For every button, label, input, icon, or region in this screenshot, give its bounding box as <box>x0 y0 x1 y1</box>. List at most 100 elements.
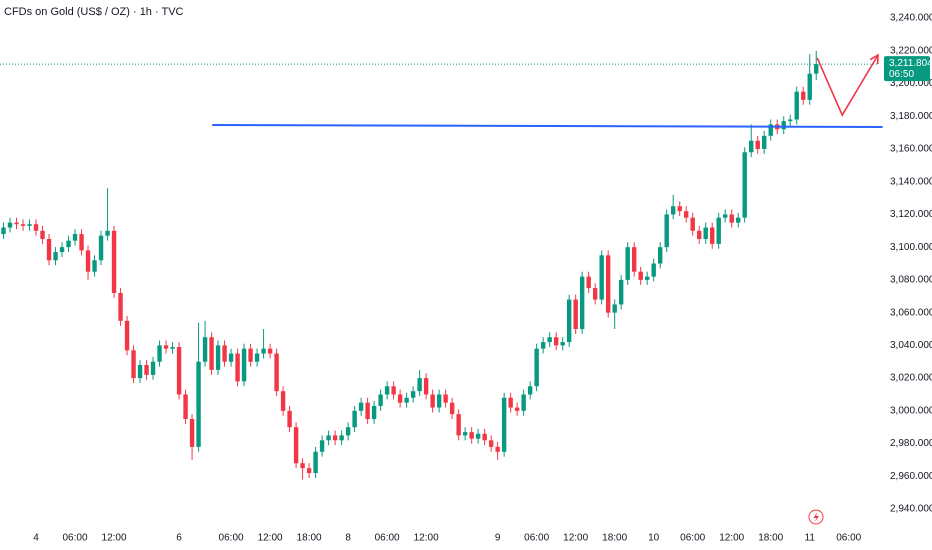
candle-body <box>566 299 572 343</box>
alert-circle[interactable] <box>808 509 824 525</box>
x-tick-label: 4 <box>33 533 39 544</box>
candle-body <box>293 427 299 464</box>
candle-body <box>475 433 481 439</box>
candle-body <box>710 227 715 244</box>
candle-body <box>371 405 377 420</box>
candle-body <box>404 397 409 403</box>
candle-body <box>638 271 643 280</box>
candle-body <box>131 350 136 379</box>
last-price-box <box>884 56 930 82</box>
candle-body <box>92 260 97 272</box>
x-tick-label: 06:00 <box>375 533 400 544</box>
candle-body <box>664 214 669 248</box>
candle-body <box>378 394 383 406</box>
candle-body <box>163 345 169 349</box>
candle-body <box>540 342 546 349</box>
x-tick-label: 18:00 <box>297 533 322 544</box>
x-tick-label: 06:00 <box>680 533 705 544</box>
candle-body <box>40 230 45 239</box>
candle-body <box>267 348 273 354</box>
alert-icon[interactable] <box>808 509 824 525</box>
candle-body <box>391 386 396 395</box>
candle-body <box>501 397 507 452</box>
candle-body <box>215 345 221 370</box>
candle-body <box>98 235 104 261</box>
candle-body <box>150 361 156 375</box>
candle-body <box>144 365 149 375</box>
candle-body <box>736 217 741 223</box>
candle-body <box>410 391 416 398</box>
candle-body <box>469 432 474 439</box>
x-tick-label: 12:00 <box>719 533 744 544</box>
candle-body <box>768 124 773 136</box>
candle-body <box>749 140 754 153</box>
candle-body <box>794 91 799 120</box>
candle-body <box>384 386 390 395</box>
candle-body <box>339 435 344 441</box>
candle-body <box>456 414 461 436</box>
candle-body <box>241 348 247 382</box>
candle-body <box>423 378 429 395</box>
countdown-label: 06:50 <box>889 69 914 80</box>
candle-body <box>300 463 305 469</box>
candle-body <box>170 347 175 349</box>
y-tick-label: 3,220.000 <box>890 45 932 56</box>
x-tick-label: 12:00 <box>102 533 127 544</box>
candle-body <box>261 348 266 354</box>
candle-body <box>443 394 448 403</box>
y-tick-label: 2,980.000 <box>890 438 932 449</box>
candle-body <box>631 247 637 272</box>
candle-body <box>20 224 26 226</box>
candle-body <box>137 365 143 379</box>
candle-body <box>365 402 370 420</box>
candle-body <box>560 342 565 346</box>
y-tick-label: 3,080.000 <box>890 275 932 286</box>
candle-body <box>196 361 201 447</box>
candle-body <box>14 222 19 225</box>
x-tick-label: 06:00 <box>524 533 549 544</box>
x-tick-label: 06:00 <box>836 533 861 544</box>
candle-body <box>690 217 695 231</box>
candle-body <box>105 230 110 236</box>
candle-body <box>573 299 578 329</box>
last-price-label: 3,211.804 <box>889 58 932 69</box>
candle-body <box>521 394 526 411</box>
level-line <box>212 124 883 129</box>
candle-body <box>202 337 208 362</box>
x-tick-label: 12:00 <box>563 533 588 544</box>
candle-body <box>462 432 468 436</box>
y-tick-label: 3,180.000 <box>890 111 932 122</box>
candle-body <box>430 394 435 408</box>
candle-body <box>781 121 786 130</box>
candle-body <box>209 337 214 370</box>
candle-body <box>807 73 812 100</box>
candle-body <box>397 394 403 403</box>
candle-body <box>618 279 624 305</box>
candle-body <box>319 440 325 452</box>
candle-body <box>248 348 253 362</box>
candle-body <box>495 446 500 452</box>
candle-body <box>716 217 721 244</box>
candle-body <box>228 353 234 362</box>
candle-body <box>332 435 338 441</box>
x-tick-label: 12:00 <box>414 533 439 544</box>
candle-body <box>508 397 513 408</box>
candle-body <box>183 394 188 420</box>
x-tick-label: 8 <box>345 533 351 544</box>
x-tick-label: 06:00 <box>63 533 88 544</box>
alert-bolt[interactable] <box>813 512 820 522</box>
candle-body <box>235 353 240 382</box>
candle-body <box>222 345 227 362</box>
x-tick-label: 6 <box>176 533 182 544</box>
candle-body <box>189 419 195 447</box>
y-tick-label: 2,960.000 <box>890 471 932 482</box>
candle-body <box>527 386 533 395</box>
y-tick-label: 2,940.000 <box>890 504 932 515</box>
candle-body <box>625 247 630 280</box>
candle-body <box>788 119 793 122</box>
y-tick-label: 3,100.000 <box>890 242 932 253</box>
candle-body <box>274 353 279 392</box>
candle-body <box>436 394 442 408</box>
